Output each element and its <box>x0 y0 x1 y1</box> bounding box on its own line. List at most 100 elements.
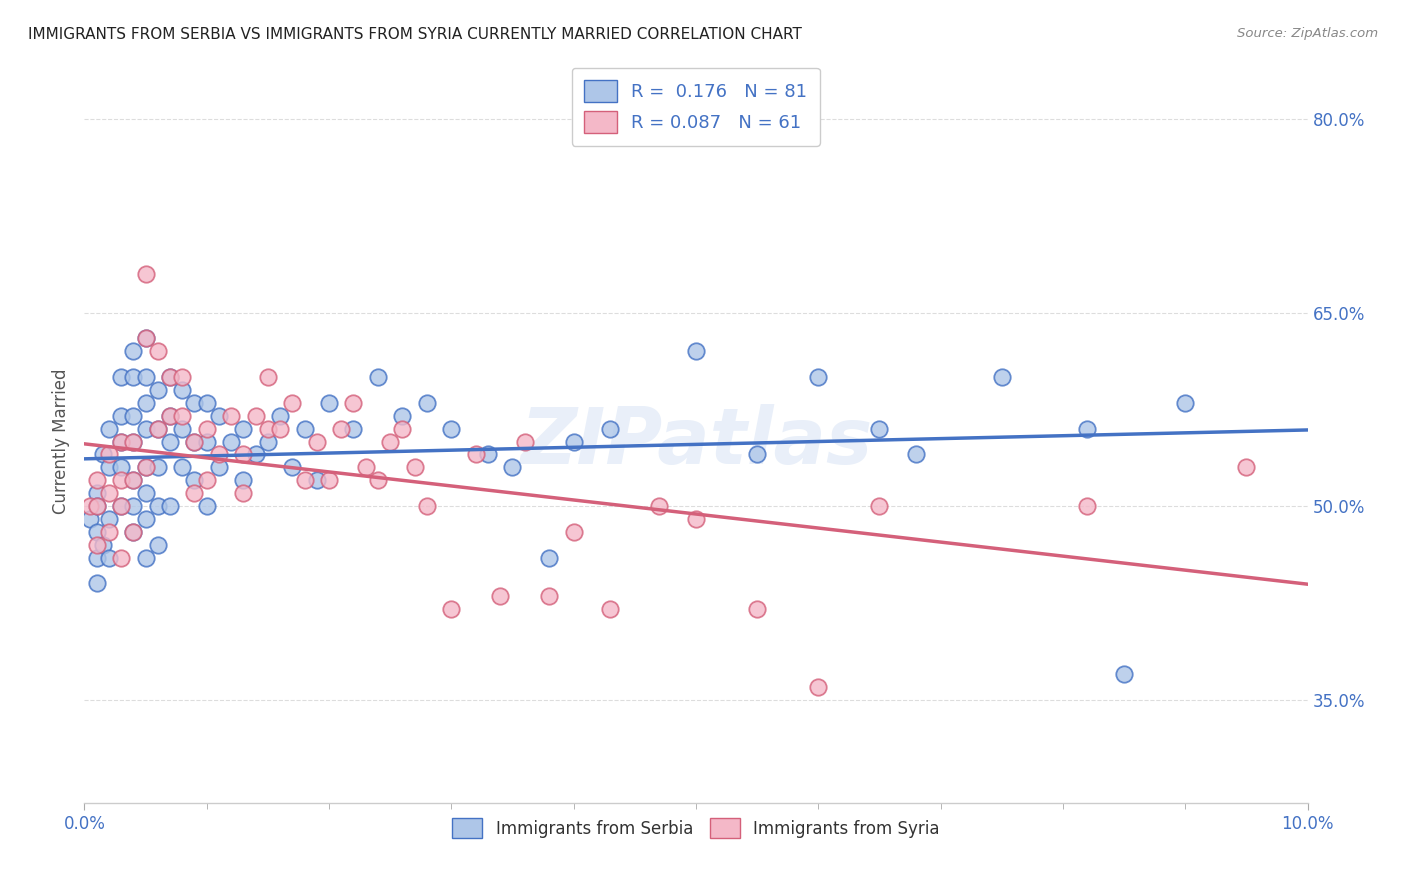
Point <box>86 550 108 565</box>
Point <box>110 550 132 565</box>
Point <box>1236 460 1258 475</box>
Point <box>135 486 157 500</box>
Point <box>86 524 108 539</box>
Point <box>685 512 707 526</box>
Point <box>489 590 512 604</box>
Point <box>135 550 157 565</box>
Point <box>183 473 205 487</box>
Point <box>79 499 101 513</box>
Point <box>159 370 181 384</box>
Point <box>97 447 120 461</box>
Point <box>110 434 132 449</box>
Point <box>1114 666 1136 681</box>
Point <box>122 370 145 384</box>
Point <box>195 473 218 487</box>
Point <box>122 344 145 359</box>
Point <box>110 499 132 513</box>
Point <box>135 331 157 345</box>
Point <box>648 499 671 513</box>
Point <box>208 447 231 461</box>
Point <box>391 422 413 436</box>
Point <box>122 524 145 539</box>
Point <box>208 409 231 423</box>
Point <box>281 396 304 410</box>
Point <box>146 383 169 397</box>
Point <box>232 486 254 500</box>
Point <box>991 370 1014 384</box>
Point <box>135 460 157 475</box>
Point <box>869 499 891 513</box>
Point <box>159 409 181 423</box>
Point <box>807 370 830 384</box>
Point <box>464 447 486 461</box>
Point <box>380 434 402 449</box>
Point <box>281 460 304 475</box>
Point <box>91 538 114 552</box>
Point <box>183 434 205 449</box>
Point <box>318 473 340 487</box>
Point <box>122 434 145 449</box>
Point <box>905 447 928 461</box>
Point <box>110 370 132 384</box>
Point <box>172 422 194 436</box>
Point <box>79 512 101 526</box>
Point <box>219 434 242 449</box>
Point <box>86 499 108 513</box>
Point <box>502 460 524 475</box>
Point <box>440 602 463 616</box>
Point <box>86 538 108 552</box>
Legend: Immigrants from Serbia, Immigrants from Syria: Immigrants from Serbia, Immigrants from … <box>446 812 946 845</box>
Point <box>232 447 254 461</box>
Point <box>183 434 205 449</box>
Point <box>318 396 340 410</box>
Point <box>1076 499 1098 513</box>
Point <box>440 422 463 436</box>
Point <box>294 473 316 487</box>
Point <box>86 473 108 487</box>
Point <box>477 447 499 461</box>
Point <box>330 422 353 436</box>
Point <box>538 590 561 604</box>
Point <box>110 499 132 513</box>
Point <box>122 524 145 539</box>
Point <box>97 524 120 539</box>
Point <box>172 460 194 475</box>
Point <box>183 486 205 500</box>
Point <box>172 409 194 423</box>
Point <box>354 460 377 475</box>
Point <box>146 499 169 513</box>
Point <box>135 267 157 281</box>
Point <box>110 473 132 487</box>
Point <box>86 486 108 500</box>
Point <box>245 409 267 423</box>
Point <box>416 499 439 513</box>
Point <box>562 434 585 449</box>
Point <box>562 524 585 539</box>
Point <box>122 434 145 449</box>
Point <box>305 434 328 449</box>
Point <box>86 499 108 513</box>
Point <box>97 460 120 475</box>
Y-axis label: Currently Married: Currently Married <box>52 368 70 515</box>
Point <box>122 473 145 487</box>
Point <box>257 434 280 449</box>
Point <box>747 602 769 616</box>
Point <box>747 447 769 461</box>
Text: Source: ZipAtlas.com: Source: ZipAtlas.com <box>1237 27 1378 40</box>
Point <box>146 538 169 552</box>
Point <box>97 422 120 436</box>
Point <box>110 434 132 449</box>
Point <box>208 460 231 475</box>
Point <box>195 422 218 436</box>
Point <box>159 370 181 384</box>
Point <box>257 422 280 436</box>
Point <box>195 499 218 513</box>
Point <box>195 396 218 410</box>
Point <box>685 344 707 359</box>
Point <box>97 486 120 500</box>
Point <box>146 422 169 436</box>
Point <box>269 409 291 423</box>
Point <box>146 460 169 475</box>
Point <box>146 344 169 359</box>
Point <box>538 550 561 565</box>
